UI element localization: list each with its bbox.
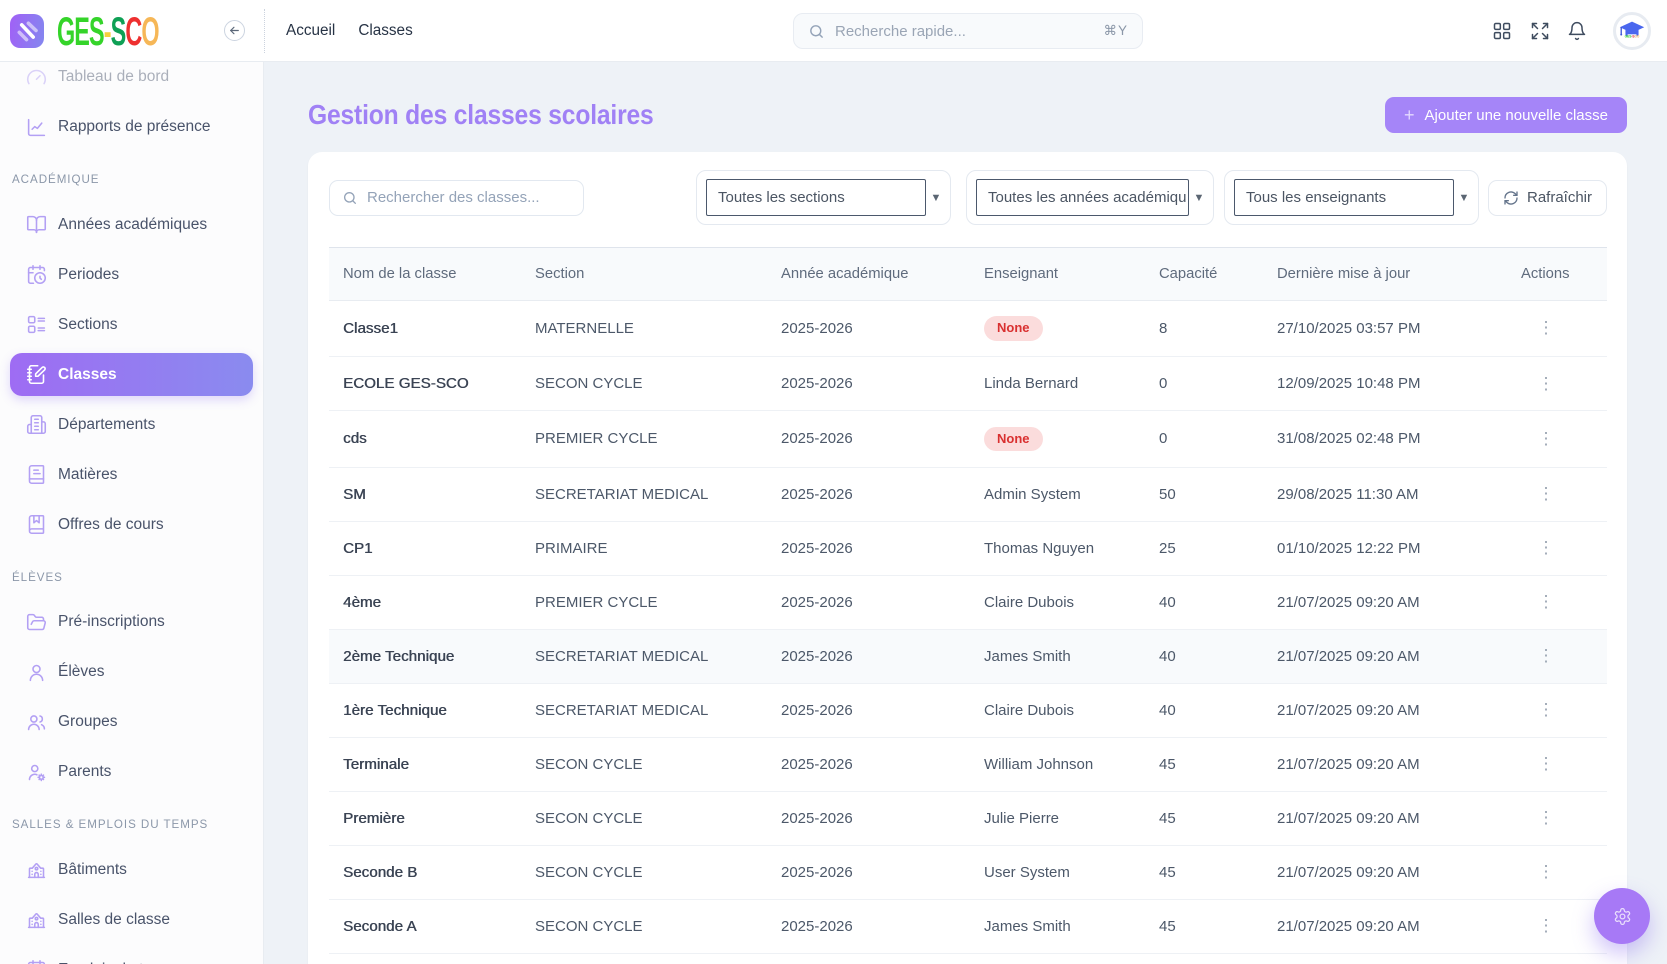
svg-text:GES-SCO: GES-SCO: [1625, 34, 1640, 38]
